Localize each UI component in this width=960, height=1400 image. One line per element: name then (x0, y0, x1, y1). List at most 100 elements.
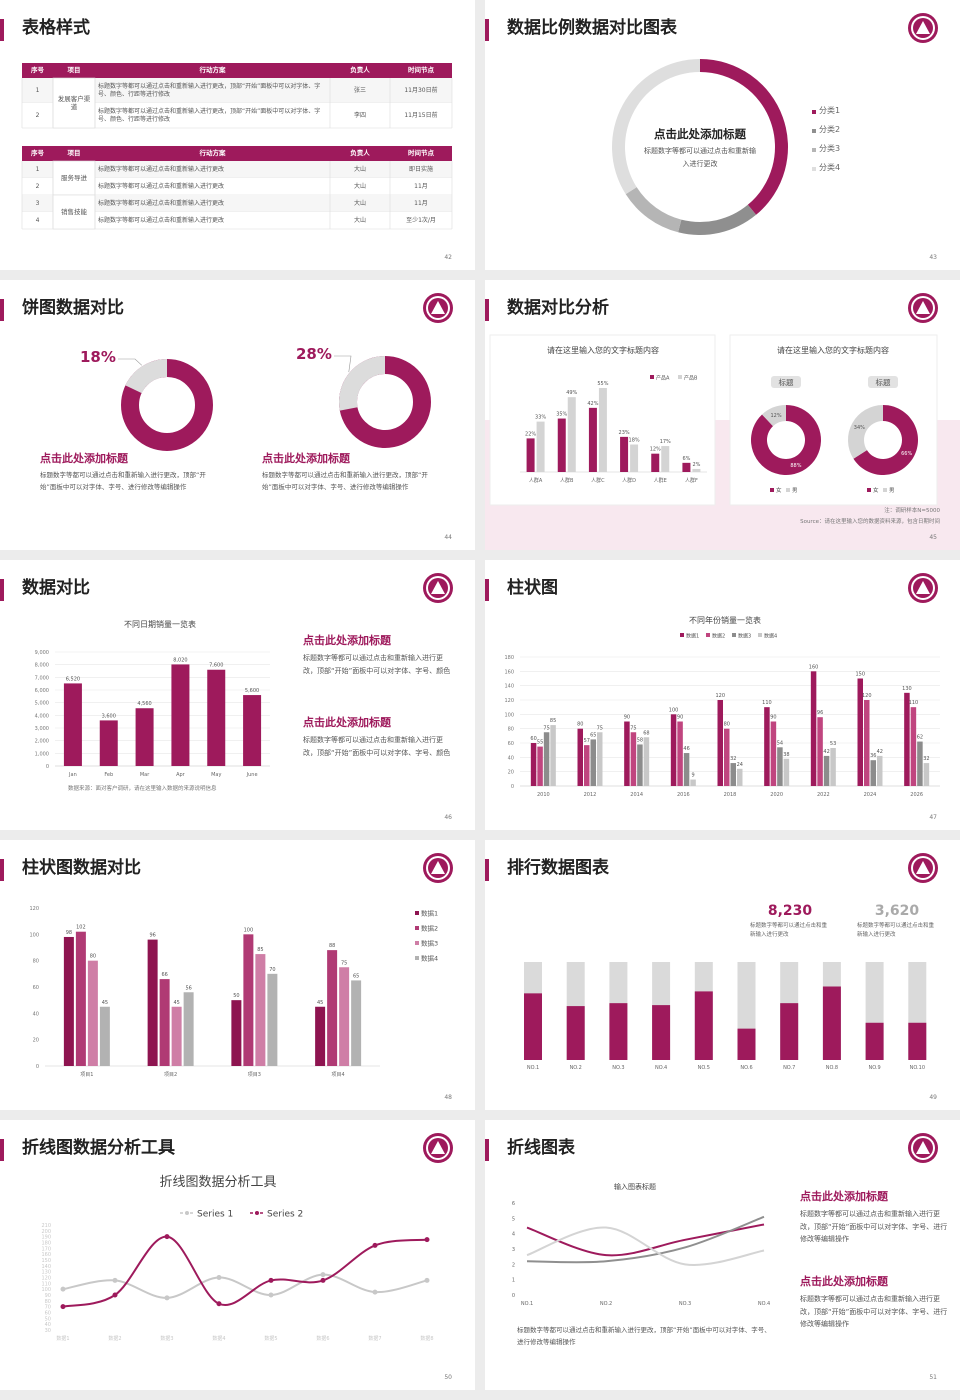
x-tick-label: 数据6 (316, 1335, 329, 1342)
title-accent (0, 299, 4, 321)
table-cell: 大山 (353, 216, 366, 224)
bar (822, 986, 841, 1060)
table-cell: 张三 (353, 86, 366, 94)
bar (783, 758, 790, 786)
y-tick-label: 2,000 (35, 739, 49, 745)
page-number: 49 (929, 1094, 937, 1101)
x-tick-label: June (246, 772, 258, 778)
slide-canvas (0, 293, 453, 451)
bar (683, 753, 690, 786)
legend-label: 产品B (684, 375, 698, 382)
group-name: 服务导进 (61, 173, 87, 182)
page-number: 42 (444, 254, 452, 261)
y-tick-label: 0 (46, 764, 49, 770)
y-tick-label: 120 (29, 906, 39, 912)
slide-canvas (0, 19, 453, 230)
value-label: 88 (329, 943, 335, 949)
donut-label: 标题 (876, 377, 891, 387)
bar (243, 695, 262, 766)
slide: 表格样式 42 序号 项目 行动方案 负责人 时间节点 1 标题数字等都可以通过点击和重新输入进… (0, 0, 475, 270)
x-tick-label: 项目2 (164, 1072, 177, 1078)
legend-swatch (867, 488, 871, 492)
slide: 0 20 40 60 80 100 120 140 160 180 2010 60 55 75 85 2012… (485, 560, 960, 830)
value-label: 66 (161, 972, 167, 978)
stat-value: 8,230 (767, 903, 813, 919)
bar (530, 743, 537, 786)
bar (661, 446, 670, 472)
x-tick-label: NO.8 (826, 1065, 838, 1071)
value-label: 32 (923, 756, 929, 762)
value-label: 90 (624, 715, 630, 721)
value-label: 96 (149, 933, 155, 939)
bar (670, 714, 677, 786)
point (320, 1277, 326, 1283)
value-label: 80 (90, 954, 96, 960)
value-label: 102 (76, 925, 86, 931)
value-label: 100 (244, 927, 254, 933)
y-tick-label: 2 (512, 1262, 515, 1268)
donut-segment (700, 59, 788, 215)
value-label: 100 (669, 707, 679, 713)
y-tick-label: 5,000 (35, 701, 49, 707)
bar (865, 1022, 884, 1060)
legend-label: 女 (776, 486, 782, 494)
block-text: 标题数字等都可以通过点击和重新输入进行更改，顶部“开始”面板中可以对字体、字号、… (303, 654, 451, 675)
bar (830, 748, 836, 786)
table-cell: 标题数字等都可以通过点击和重新输入进行更改，顶部“开始”面板中可以对字体、字号、… (98, 82, 321, 98)
legend-swatch (415, 941, 419, 945)
page-number: 46 (444, 814, 452, 821)
value-label: 9 (691, 773, 694, 779)
x-tick-label: NO.2 (570, 1065, 582, 1071)
ring-segment (339, 356, 385, 411)
y-tick-label: 160 (41, 1252, 51, 1258)
value-label: 120 (715, 693, 725, 699)
legend-swatch (415, 926, 419, 930)
bar (75, 931, 86, 1066)
x-tick-label: NO.6 (740, 1065, 752, 1071)
slide-title: 数据对比 (22, 578, 90, 598)
table-cell: 11月 (414, 199, 428, 207)
y-tick-label: 40 (45, 1322, 51, 1328)
logo (431, 581, 445, 594)
value-label: 34% (854, 425, 865, 431)
logo (916, 1141, 930, 1154)
value-label: 160 (809, 664, 819, 670)
table-cell: 大山 (353, 165, 366, 173)
table-header-cell: 序号 (31, 149, 44, 158)
value-label: 54 (777, 740, 783, 746)
table-cell: 标题数字等都可以通过点击和重新输入进行更改 (98, 216, 225, 224)
value-label: 55% (597, 381, 608, 387)
bar (99, 1006, 110, 1066)
value-label: 65 (353, 973, 359, 979)
point (424, 1237, 430, 1243)
table-cell: 大山 (353, 199, 366, 207)
chart-title: 不同年份销量一览表 (689, 616, 761, 625)
logo (916, 861, 930, 874)
block-text: 标题数字等都可以通过点击和重新输入进行更改，顶部“开始”面板中可以对字体、字号、… (40, 471, 206, 491)
slide-title: 柱状图 (507, 578, 558, 598)
legend-label: 分类4 (819, 163, 841, 172)
value-label: 32 (730, 756, 736, 762)
bar (677, 721, 683, 786)
x-tick-label: 人群A (529, 477, 543, 484)
bar (692, 468, 701, 472)
value-label: 3,600 (102, 713, 116, 719)
y-tick-label: 180 (504, 655, 514, 661)
table-header-cell: 序号 (31, 66, 44, 75)
y-tick-label: 4,000 (35, 713, 49, 719)
x-tick-label: 2014 (630, 792, 643, 798)
table-header-cell: 行动方案 (199, 66, 226, 75)
bar (598, 388, 607, 472)
note: 注：调研样本N=5000 (884, 508, 940, 514)
bar (682, 462, 691, 472)
table-header (22, 63, 452, 78)
value-label: 45 (317, 1000, 323, 1006)
chart-note: 数据来源：面对客户调研，请在这里输入数据的来源说明信息 (68, 786, 217, 792)
block-text: 标题数字等都可以通过点击和重新输入进行更改，顶部“开始”面板中可以对字体、字号、… (262, 471, 428, 491)
y-tick-label: 3,000 (35, 726, 49, 732)
y-tick-label: 90 (45, 1293, 51, 1299)
legend-swatch (883, 488, 887, 492)
point (320, 1272, 326, 1278)
line (526, 1223, 765, 1257)
value-label: 22% (525, 431, 536, 437)
